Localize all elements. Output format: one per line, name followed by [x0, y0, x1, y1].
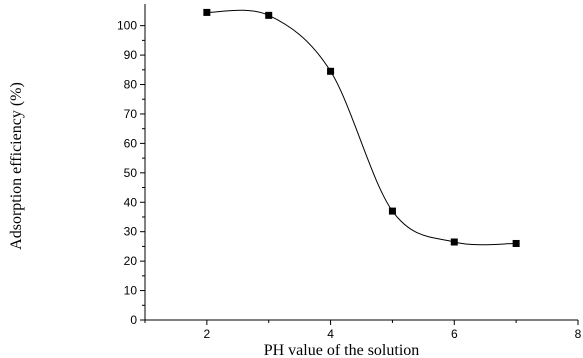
- y-tick-label: 20: [124, 254, 138, 268]
- x-tick-label: 4: [327, 327, 334, 341]
- y-tick-label: 0: [130, 313, 137, 327]
- y-tick-label: 50: [124, 166, 138, 180]
- series-layer: [203, 8, 520, 247]
- y-tick-label: 30: [124, 225, 138, 239]
- y-tick-label: 80: [124, 78, 138, 92]
- data-point: [388, 207, 396, 215]
- y-tick-label: 100: [117, 19, 137, 33]
- x-axis-title: PH value of the solution: [264, 342, 420, 358]
- y-axis-title: Adsorption efficiency (%): [8, 82, 25, 250]
- series-line: [206, 9, 517, 246]
- y-tick-label: 60: [124, 136, 138, 150]
- x-tick-label: 6: [451, 327, 458, 341]
- x-tick-label: 8: [575, 327, 582, 341]
- ticks: 0 10 20 30 40 50 60 70 80 90 100 2 4 6 8: [117, 19, 582, 341]
- data-point: [203, 8, 211, 16]
- y-tick-label: 70: [124, 107, 138, 121]
- data-point: [512, 239, 520, 247]
- data-point: [265, 11, 273, 19]
- y-tick-label: 40: [124, 195, 138, 209]
- x-tick-label: 2: [204, 327, 211, 341]
- y-tick-label: 10: [124, 284, 138, 298]
- axes: [144, 4, 578, 321]
- data-point: [450, 238, 458, 246]
- data-point: [327, 67, 335, 75]
- y-tick-label: 90: [124, 48, 138, 62]
